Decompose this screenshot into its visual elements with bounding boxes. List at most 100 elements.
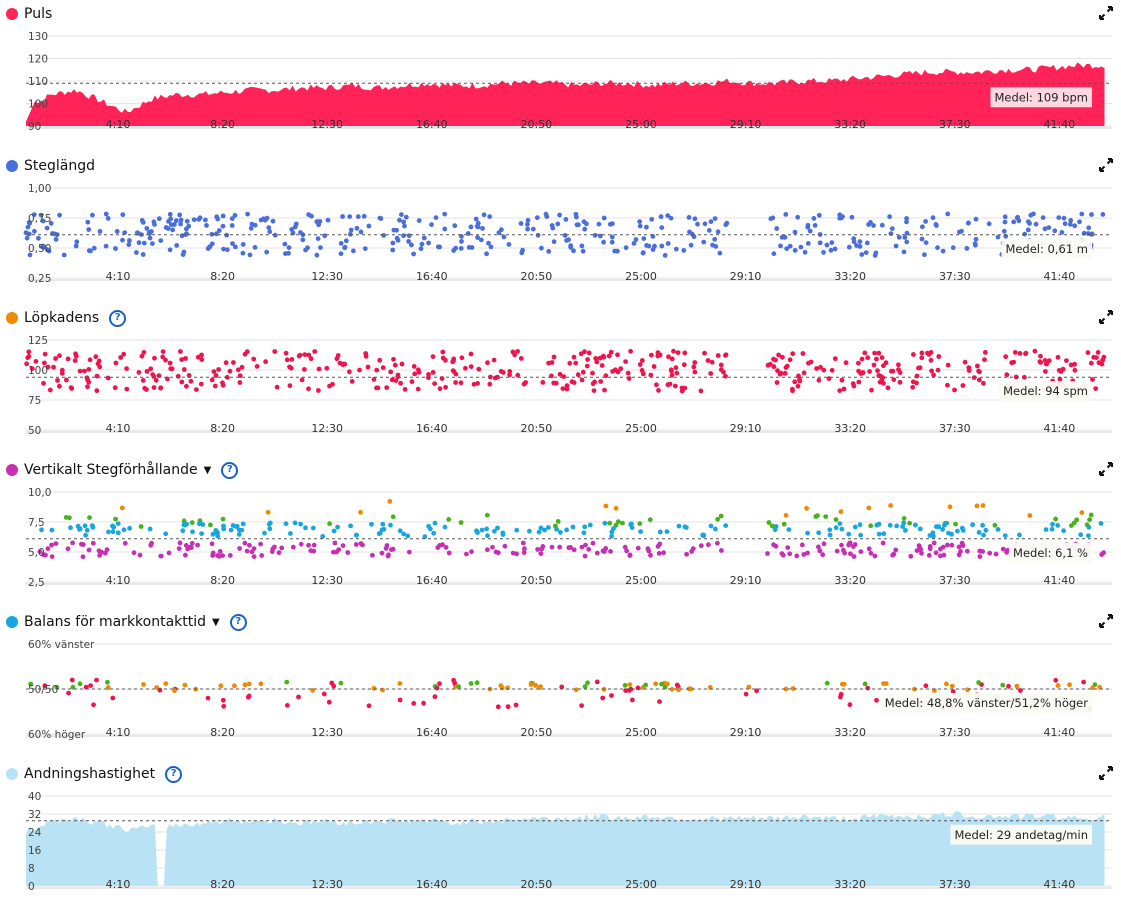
data-point	[27, 220, 33, 226]
data-point	[787, 551, 793, 557]
data-point	[57, 212, 62, 218]
dropdown-caret-icon[interactable]: ▼	[212, 616, 220, 628]
data-point	[780, 354, 785, 360]
data-point	[183, 552, 188, 558]
data-point	[239, 364, 245, 370]
data-point	[799, 542, 805, 548]
y-tick-label: 1,00	[28, 183, 51, 195]
data-point	[522, 546, 527, 552]
data-point	[769, 523, 775, 529]
data-point	[375, 385, 381, 391]
data-point	[118, 355, 124, 360]
data-point	[418, 246, 424, 252]
expand-icon[interactable]	[1099, 158, 1113, 172]
data-point	[910, 379, 916, 385]
data-point	[776, 352, 781, 358]
dropdown-caret-icon[interactable]: ▼	[203, 464, 212, 476]
x-tick-label: 4:10	[106, 118, 131, 131]
data-point	[774, 380, 780, 385]
pulse-header: Puls	[6, 4, 52, 24]
data-point	[40, 218, 46, 224]
data-point	[682, 350, 688, 356]
data-point	[686, 215, 692, 220]
data-point	[894, 523, 900, 529]
data-point	[324, 365, 330, 371]
data-point	[300, 237, 306, 243]
data-point	[834, 548, 840, 554]
data-point	[401, 219, 407, 225]
data-point	[490, 544, 495, 550]
data-point	[351, 248, 356, 254]
x-tick-label: 12:30	[311, 118, 343, 131]
data-point	[981, 532, 986, 538]
data-point	[138, 524, 144, 529]
data-point	[390, 240, 396, 246]
x-tick-label: 4:10	[106, 422, 131, 435]
x-tick-label: 8:20	[210, 878, 235, 891]
data-point	[183, 356, 188, 361]
expand-icon[interactable]	[1099, 614, 1113, 628]
data-point	[929, 368, 934, 374]
data-point	[136, 370, 142, 375]
data-point	[208, 522, 213, 528]
data-point	[923, 219, 928, 224]
data-point	[1055, 683, 1061, 688]
data-point	[649, 352, 654, 358]
data-point	[416, 218, 422, 223]
help-icon[interactable]: ?	[229, 613, 247, 631]
expand-icon[interactable]	[1099, 462, 1113, 476]
data-point	[258, 541, 263, 547]
average-label: Medel: 29 andetag/min	[954, 828, 1088, 842]
data-point	[306, 386, 311, 392]
data-point	[327, 521, 332, 527]
data-point	[540, 544, 546, 549]
data-point	[331, 528, 337, 534]
data-point	[393, 378, 399, 383]
data-point	[366, 223, 372, 229]
expand-icon[interactable]	[1099, 310, 1113, 324]
data-point	[536, 529, 542, 535]
data-point	[591, 388, 597, 393]
data-point	[430, 370, 436, 375]
y-tick-label: 100	[28, 99, 48, 111]
help-icon[interactable]: ?	[109, 309, 127, 327]
data-point	[847, 540, 852, 546]
data-point	[641, 236, 647, 241]
x-tick-label: 4:10	[106, 878, 131, 891]
help-icon[interactable]: ?	[221, 461, 239, 479]
data-point	[500, 532, 506, 537]
data-point	[227, 553, 233, 558]
data-point	[993, 551, 999, 557]
data-point	[1062, 221, 1068, 227]
data-point	[910, 384, 916, 390]
data-point	[198, 381, 204, 387]
data-point	[851, 554, 857, 559]
data-point	[1046, 225, 1052, 230]
data-point	[335, 524, 340, 530]
data-point	[379, 550, 385, 556]
data-point	[519, 250, 525, 256]
data-point	[406, 549, 412, 555]
data-point	[594, 550, 600, 556]
data-point	[493, 549, 499, 555]
data-point	[298, 521, 303, 527]
data-point	[1000, 546, 1006, 552]
data-point	[398, 380, 403, 386]
data-point	[931, 533, 936, 539]
data-point	[708, 371, 714, 376]
data-point	[94, 388, 100, 394]
data-point	[573, 360, 579, 366]
expand-icon[interactable]	[1099, 766, 1113, 780]
data-point	[75, 523, 81, 529]
data-point	[289, 357, 295, 362]
help-icon[interactable]: ?	[165, 765, 183, 783]
data-point	[140, 378, 146, 383]
data-point	[649, 216, 655, 222]
expand-icon[interactable]	[1099, 6, 1113, 20]
data-point	[435, 244, 441, 250]
pulse-panel: Puls 130 120 110 100 90 4:10 8:20 12:30 16:40 20:5…	[0, 0, 1121, 152]
data-point	[815, 513, 820, 518]
data-point	[1031, 211, 1036, 217]
data-point	[712, 216, 718, 221]
data-point	[846, 531, 852, 537]
